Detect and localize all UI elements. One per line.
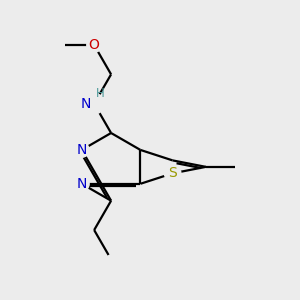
Text: N: N [76, 143, 87, 157]
Circle shape [164, 165, 181, 181]
Circle shape [84, 93, 104, 114]
Text: H: H [96, 87, 104, 100]
Text: N: N [80, 97, 91, 111]
Circle shape [87, 38, 101, 52]
Circle shape [74, 176, 89, 191]
Text: O: O [89, 38, 100, 52]
Circle shape [74, 142, 89, 157]
Text: S: S [168, 166, 177, 180]
Text: N: N [76, 177, 87, 191]
